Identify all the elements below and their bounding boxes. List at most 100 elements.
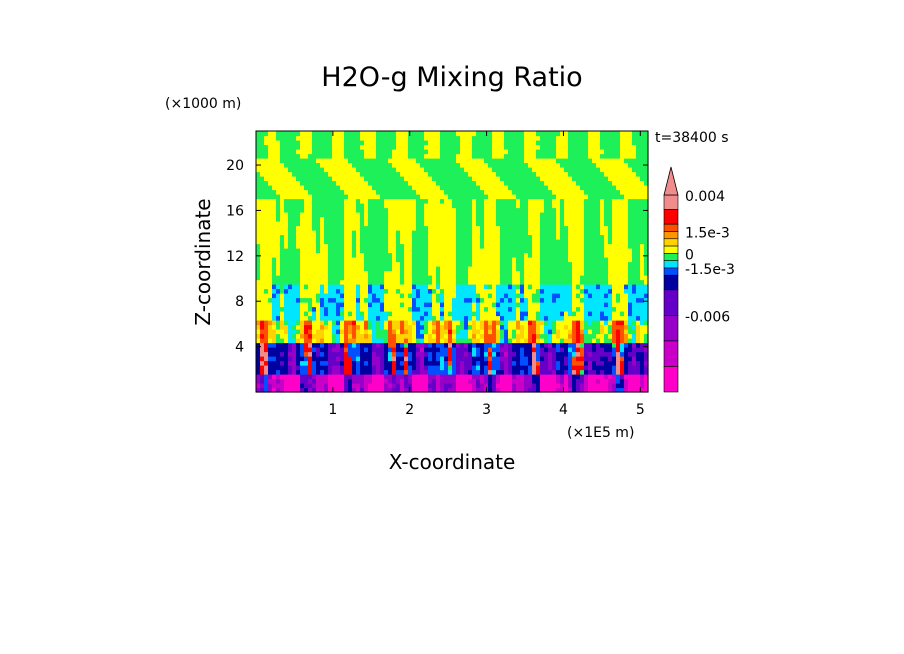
heatmap-cell [584,297,589,303]
heatmap-cell [564,383,569,389]
heatmap-cell [408,221,413,227]
heatmap-cell [420,221,425,227]
heatmap-cell [336,369,341,375]
heatmap-cell [528,302,533,308]
heatmap-cell [640,387,645,393]
heatmap-cell [444,302,449,308]
heatmap-cell [392,369,397,375]
heatmap-cell [428,365,433,371]
heatmap-cell [332,207,337,213]
heatmap-cell [568,311,573,317]
heatmap-cell [432,306,437,312]
heatmap-cell [280,351,285,357]
heatmap-cell [276,212,281,218]
heatmap-cell [392,261,397,267]
heatmap-cell [548,171,553,177]
heatmap-cell [632,185,637,191]
heatmap-cell [544,324,549,330]
heatmap-cell [468,320,473,326]
heatmap-cell [636,320,641,326]
heatmap-cell [444,351,449,357]
heatmap-cell [264,266,269,272]
heatmap-cell [308,185,313,191]
heatmap-cell [400,176,405,182]
heatmap-cell [424,180,429,186]
heatmap-cell [520,248,525,254]
heatmap-cell [588,243,593,249]
heatmap-cell [600,369,605,375]
heatmap-cell [480,270,485,276]
heatmap-cell [396,261,401,267]
heatmap-cell [512,185,517,191]
heatmap-cell [276,248,281,254]
heatmap-cell [368,162,373,168]
heatmap-cell [344,293,349,299]
heatmap-cell [640,189,645,195]
heatmap-cell [540,356,545,362]
heatmap-cell [456,243,461,249]
heatmap-cell [276,216,281,222]
heatmap-cell [404,297,409,303]
heatmap-cell [528,239,533,245]
heatmap-cell [380,378,385,384]
heatmap-cell [336,216,341,222]
heatmap-cell [276,288,281,294]
heatmap-cell [268,167,273,173]
heatmap-cell [636,288,641,294]
heatmap-cell [524,288,529,294]
heatmap-cell [296,333,301,339]
heatmap-cell [640,203,645,209]
heatmap-cell [380,230,385,236]
heatmap-cell [608,383,613,389]
heatmap-cell [592,194,597,200]
heatmap-cell [620,329,625,335]
heatmap-cell [592,360,597,366]
heatmap-cell [376,176,381,182]
heatmap-cell [588,329,593,335]
heatmap-cell [376,365,381,371]
heatmap-cell [640,167,645,173]
heatmap-cell [372,275,377,281]
heatmap-cell [600,387,605,393]
heatmap-cell [444,311,449,317]
heatmap-cell [596,212,601,218]
heatmap-cell [608,311,613,317]
heatmap-cell [552,279,557,285]
heatmap-cell [456,342,461,348]
heatmap-cell [328,387,333,393]
heatmap-cell [420,207,425,213]
heatmap-cell [368,279,373,285]
heatmap-cell [512,338,517,344]
heatmap-cell [304,351,309,357]
heatmap-cell [272,338,277,344]
heatmap-cell [364,302,369,308]
heatmap-cell [444,275,449,281]
heatmap-cell [556,162,561,168]
heatmap-cell [464,248,469,254]
heatmap-cell [336,270,341,276]
heatmap-cell [340,194,345,200]
heatmap-cell [544,333,549,339]
heatmap-cell [256,284,261,290]
heatmap-cell [332,378,337,384]
heatmap-cell [324,297,329,303]
heatmap-cell [268,162,273,168]
heatmap-cell [272,378,277,384]
heatmap-cell [436,248,441,254]
heatmap-cell [636,351,641,357]
heatmap-cell [584,257,589,263]
heatmap-cell [496,162,501,168]
heatmap-cell [528,275,533,281]
heatmap-cell [584,284,589,290]
heatmap-cell [508,243,513,249]
heatmap-cell [544,275,549,281]
heatmap-cell [348,270,353,276]
heatmap-cell [324,342,329,348]
heatmap-cell [284,329,289,335]
heatmap-cell [548,347,553,353]
heatmap-cell [640,329,645,335]
heatmap-cell [620,338,625,344]
heatmap-cell [376,338,381,344]
heatmap-cell [480,333,485,339]
heatmap-cell [432,302,437,308]
